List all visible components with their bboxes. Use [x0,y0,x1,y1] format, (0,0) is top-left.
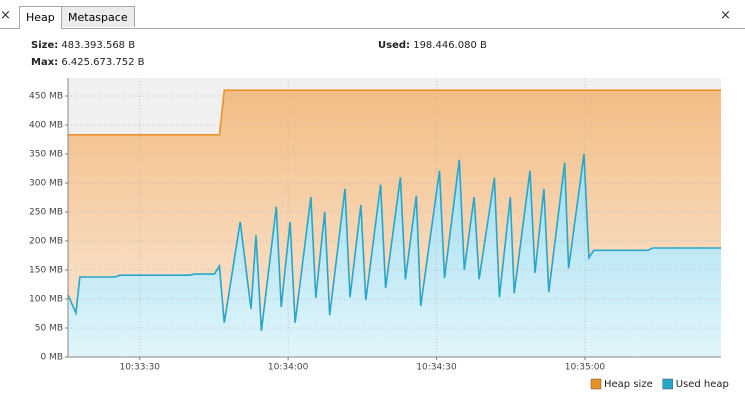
used-info: Used: 198.446.080 B [378,40,487,51]
legend-label: Used heap [676,379,729,390]
y-tick-label: 400 MB [29,120,63,130]
label: Size: [31,40,59,51]
legend-swatch [590,378,602,390]
value: 6.425.673.752 B [61,57,145,68]
close-icon[interactable]: × [0,8,11,23]
size-info: Size: 483.393.568 B [31,40,135,51]
legend-swatch [662,378,673,390]
x-tick-label: 10:33:30 [120,363,161,373]
tab-bar: Heap Metaspace [0,6,745,29]
y-tick-label: 450 MB [29,91,63,101]
series-line [68,89,721,136]
value: 198.446.080 B [413,40,487,51]
x-tick-label: 10:34:30 [416,363,457,373]
y-tick-label: 50 MB [35,323,63,333]
y-tick-label: 350 MB [29,149,63,159]
y-tick-label: 150 MB [29,265,63,275]
close-icon[interactable]: × [720,8,731,23]
max-info: Max: 6.425.673.752 B [31,57,145,68]
value: 483.393.568 B [61,40,136,51]
y-tick-label: 100 MB [29,294,63,304]
y-tick-label: 200 MB [29,236,63,246]
area-fill [68,154,721,357]
legend-label: Heap size [604,379,653,390]
y-tick-label: 300 MB [29,178,63,188]
tab[interactable]: Heap [19,6,62,29]
y-tick-label: 250 MB [29,207,63,217]
x-tick-label: 10:35:00 [565,363,606,373]
y-tick-label: 0 MB [40,353,63,363]
tab[interactable]: Metaspace [61,6,135,27]
label: Used: [378,40,411,51]
label: Max: [31,57,59,68]
series-line [67,153,721,331]
x-tick-label: 10:34:00 [268,363,309,373]
